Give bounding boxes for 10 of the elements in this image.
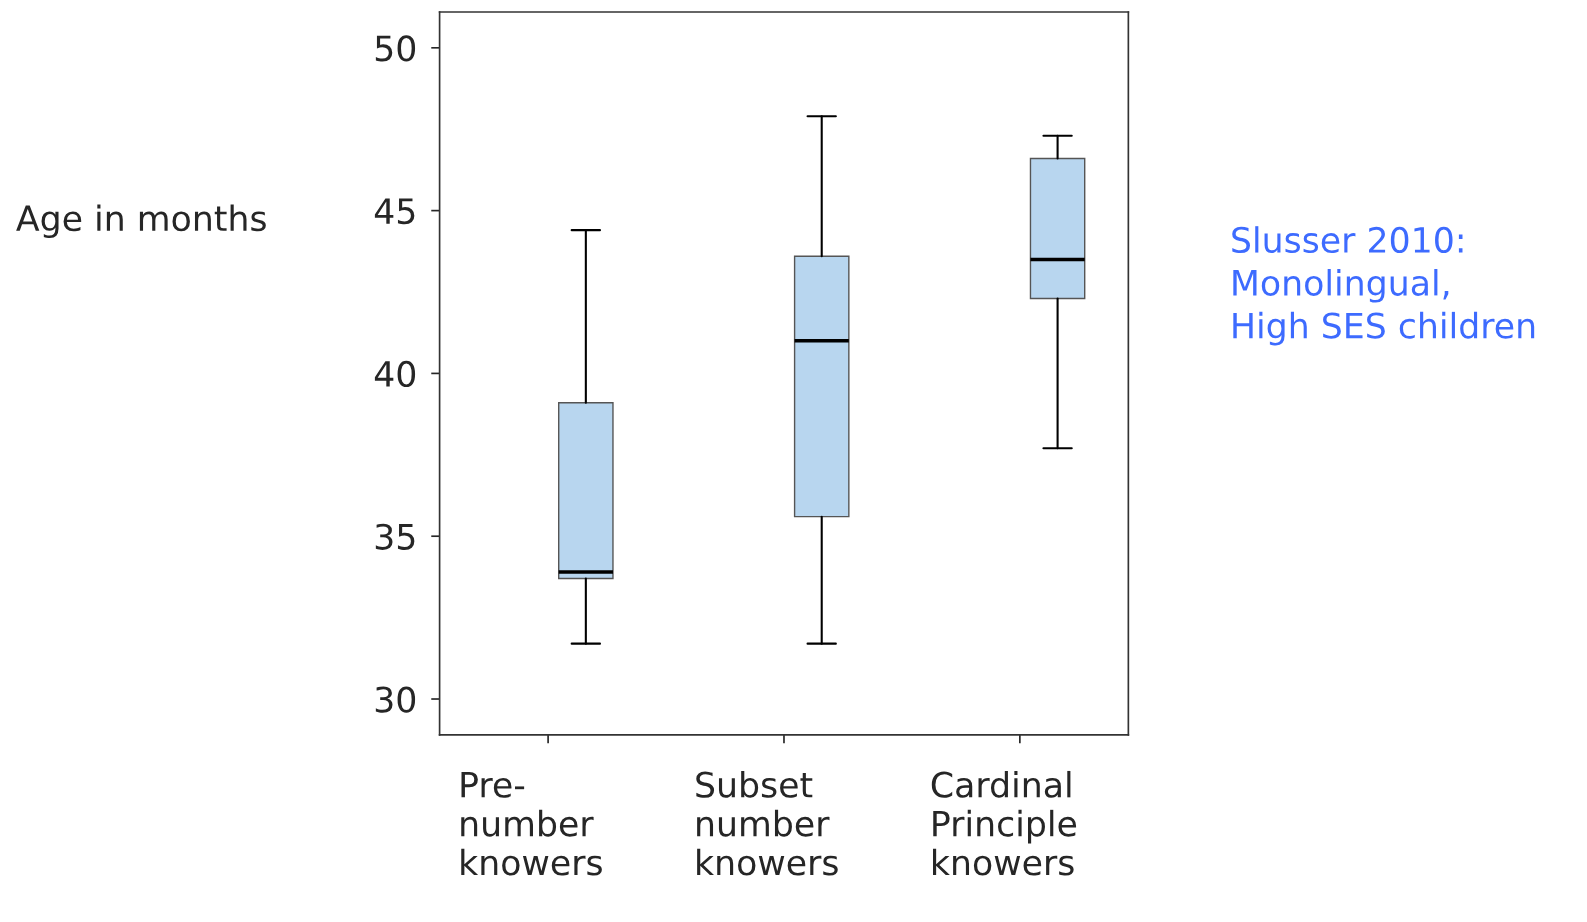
y-tick-label: 50 [375, 35, 416, 62]
x-tick-label: Cardinal Principle knowers [931, 770, 1077, 876]
y-axis-title: Age in months [16, 204, 266, 239]
x-tick-label: Subset number knowers [696, 770, 838, 876]
x-tick-label: Pre- number knowers [461, 772, 602, 876]
y-tick-label: 40 [374, 360, 416, 388]
text: Slusser 2010: Monolingual, High SES children [1232, 226, 1535, 346]
y-tick-label: 45 [374, 198, 415, 225]
y-tick-label: 30 [375, 686, 416, 713]
y-tick-label: 35 [375, 523, 415, 550]
